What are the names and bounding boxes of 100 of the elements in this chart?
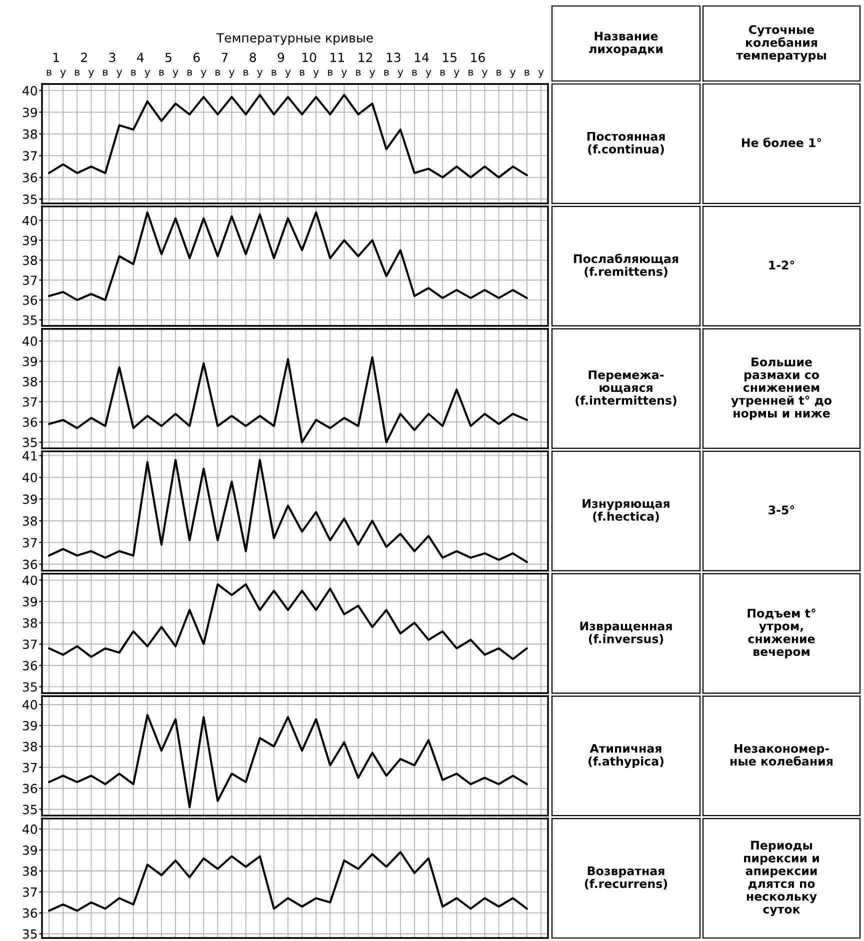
x-tick-label: в	[216, 70, 220, 76]
text: Периоды пирексии и апирексии длятся по нескольку суток	[744, 840, 819, 916]
text: Большие размахи со снижением утренней t° до нормы и ниже	[731, 358, 832, 420]
y-tick-label: 37	[22, 762, 37, 772]
line-series	[48, 211, 528, 302]
x2-tick-label: 6	[194, 52, 200, 62]
y-tick-label: 36	[22, 784, 38, 794]
y-tick-label: 35	[22, 315, 37, 325]
y-tick-label: 37	[22, 538, 37, 548]
y-tick-label: 39	[22, 108, 37, 118]
text: Перемежа- ющаяся (f.intermittens)	[576, 370, 676, 406]
y-tick-label: 38	[22, 376, 37, 386]
y-tick-label: 38	[22, 742, 37, 752]
text: 1-2°	[769, 260, 794, 270]
y-tick-label: 38	[22, 129, 37, 139]
text: Суточные колебания температуры	[736, 25, 826, 62]
line-series	[48, 851, 528, 912]
x2-tick-label: 13	[386, 52, 400, 62]
x-tick-label: в	[524, 70, 530, 76]
text: Не более 1°	[742, 138, 822, 148]
x2-tick-label: 1	[53, 52, 59, 62]
text: Извращенная (f.inversus)	[580, 622, 672, 645]
y-tick-label: 36	[22, 908, 38, 918]
text: Послабляющая (f.remittens)	[574, 254, 678, 278]
y-tick-label: 36	[22, 172, 38, 182]
x-tick-label: в	[300, 70, 304, 76]
x-tick-label: у	[257, 70, 263, 78]
x-tick-label: в	[75, 70, 80, 76]
x2-tick-label: 12	[358, 52, 372, 62]
line-series	[48, 458, 528, 564]
y-tick-label: 39	[22, 494, 37, 504]
x-tick-label: у	[370, 70, 376, 78]
text: Возвратная (f.recurrens)	[584, 866, 668, 890]
x-tick-label: в	[244, 70, 248, 76]
y-tick-label: 38	[22, 256, 37, 266]
y-tick-label: 36	[22, 295, 38, 305]
y-tick-label: 36	[22, 660, 38, 670]
x-tick-label: у	[200, 70, 206, 78]
x-tick-label: в	[356, 70, 361, 76]
line-series	[48, 356, 528, 444]
x2-tick-label: 9	[278, 52, 284, 62]
y-tick-label: 40	[22, 576, 38, 586]
x2-tick-label: 5	[165, 52, 172, 62]
y-tick-label: 37	[22, 397, 37, 407]
x-tick-label: у	[426, 70, 432, 78]
y-tick-label: 40	[22, 86, 38, 96]
x-tick-label: в	[131, 70, 136, 76]
text: 3-5°	[768, 505, 794, 514]
x-tick-label: у	[482, 70, 488, 78]
x-tick-label: в	[468, 70, 474, 76]
x2-tick-label: 11	[330, 52, 344, 62]
y-tick-label: 35	[22, 438, 37, 448]
text: Название лихорадки	[589, 32, 662, 56]
x2-tick-label: 10	[302, 52, 316, 62]
x-tick-label: у	[228, 70, 235, 78]
x2-tick-label: 4	[137, 52, 144, 62]
x2-tick-label: 14	[414, 52, 429, 62]
y-tick-label: 39	[22, 356, 37, 366]
x-tick-label: в	[496, 70, 502, 76]
x-tick-label: у	[88, 70, 94, 78]
text: Подъем t° утром, снижение вечером	[748, 608, 816, 658]
x-tick-label: у	[341, 70, 347, 78]
y-tick-label: 38	[22, 516, 37, 526]
x-tick-label: у	[398, 70, 404, 78]
x2-tick-label: 3	[109, 52, 116, 62]
x-tick-label: у	[313, 70, 319, 78]
x2-tick-label: 2	[81, 52, 87, 62]
x-tick-label: у	[454, 70, 460, 78]
x-tick-label: у	[285, 70, 291, 78]
y-tick-label: 35	[22, 804, 37, 814]
y-tick-label: 40	[22, 336, 38, 346]
y-tick-label: 40	[22, 472, 38, 482]
y-tick-label: 37	[22, 151, 37, 161]
text: Изнуряющая (f.hectica)	[582, 499, 670, 522]
y-tick-label: 37	[22, 640, 37, 650]
x2-tick-label: 7	[222, 52, 228, 62]
y-tick-label: 35	[22, 929, 37, 939]
x-tick-label: в	[384, 70, 389, 76]
text: Незакономер- ные колебания	[730, 744, 832, 766]
y-tick-label: 39	[22, 845, 37, 855]
y-tick-label: 39	[22, 720, 37, 730]
x-tick-label: в	[103, 70, 108, 76]
x-tick-label: у	[60, 70, 66, 78]
x-tick-label: в	[440, 70, 446, 76]
x-tick-label: у	[144, 70, 150, 78]
line-series	[48, 714, 528, 808]
y-tick-label: 39	[22, 596, 37, 606]
y-tick-label: 40	[22, 824, 38, 834]
x-tick-label: в	[272, 70, 276, 76]
y-tick-label: 39	[22, 236, 37, 246]
y-tick-label: 41	[22, 451, 37, 460]
y-tick-label: 37	[22, 887, 37, 897]
text: Атипичная (f.athypica)	[588, 744, 664, 768]
chart-title: Температурные кривые	[216, 33, 373, 45]
x-tick-label: в	[412, 70, 417, 76]
x-tick-label: у	[538, 70, 544, 78]
y-tick-label: 38	[22, 866, 37, 876]
y-tick-label: 36	[22, 560, 38, 570]
y-tick-label: 40	[22, 700, 38, 710]
x-tick-label: в	[187, 70, 192, 76]
